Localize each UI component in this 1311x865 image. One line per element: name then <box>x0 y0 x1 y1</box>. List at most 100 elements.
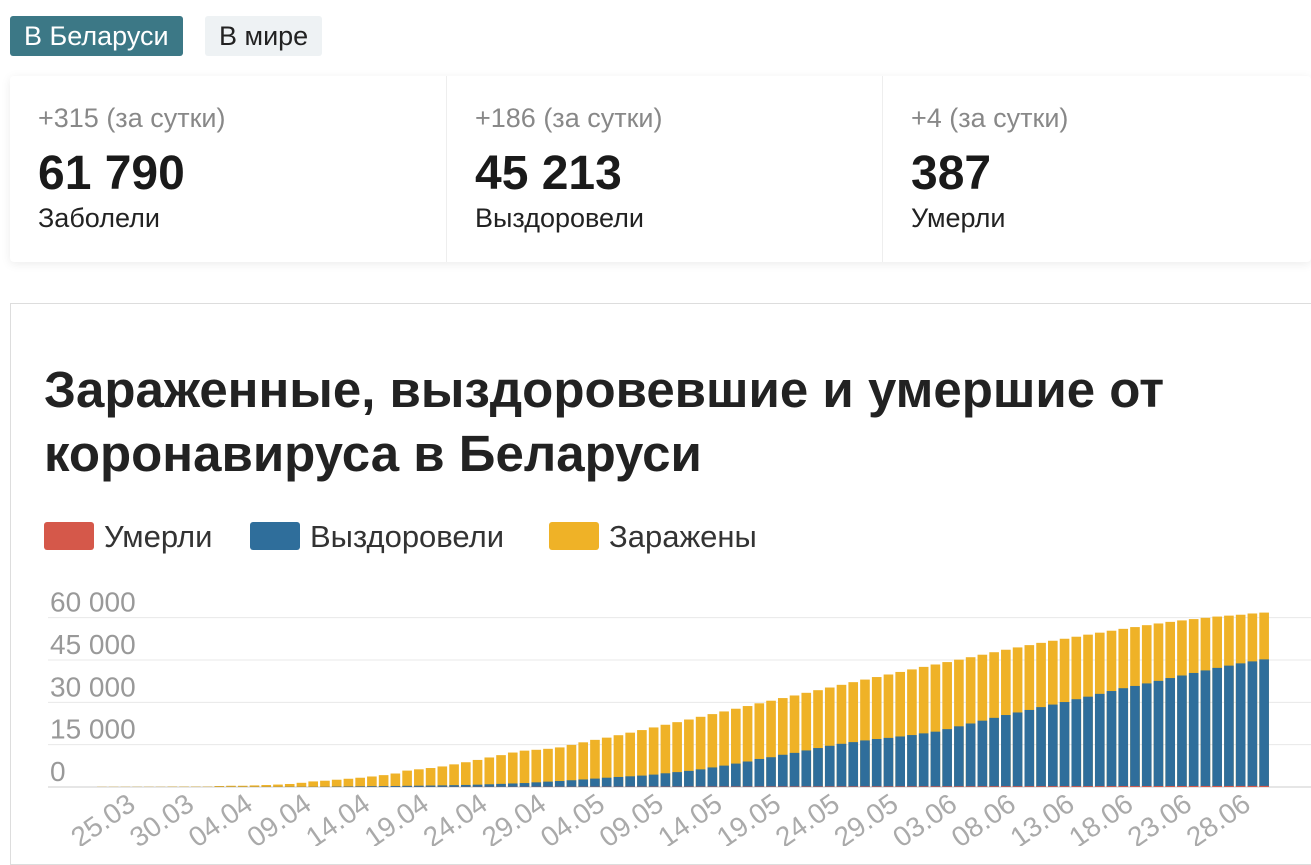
bar <box>273 785 283 787</box>
x-tick-label: 23.06 <box>1122 788 1197 846</box>
bar <box>1013 712 1023 787</box>
legend-swatch <box>250 522 300 550</box>
bar <box>825 746 835 787</box>
bar <box>285 784 295 787</box>
bar <box>1107 691 1117 787</box>
bar <box>226 786 236 787</box>
bar <box>1095 786 1105 787</box>
bar <box>884 738 894 787</box>
x-tick-label: 19.05 <box>711 788 786 846</box>
bar <box>1083 697 1093 787</box>
bar <box>461 785 471 787</box>
bar <box>308 781 318 787</box>
bar <box>860 786 870 787</box>
bar <box>402 771 412 787</box>
bar <box>872 739 882 787</box>
bar <box>473 785 483 787</box>
bar <box>461 762 471 787</box>
bar <box>520 751 530 787</box>
x-tick-label: 14.05 <box>652 788 727 846</box>
bar <box>1036 707 1046 787</box>
bar <box>1025 786 1035 787</box>
bar <box>1060 702 1070 787</box>
bar <box>320 781 330 787</box>
bar <box>438 766 448 787</box>
bar <box>1259 786 1269 787</box>
x-tick-label: 30.03 <box>124 788 199 846</box>
bar <box>837 786 847 787</box>
bar <box>1224 786 1234 787</box>
bar <box>1130 786 1140 787</box>
bar <box>790 786 800 787</box>
bar <box>766 757 776 787</box>
bar <box>567 780 577 787</box>
x-tick-label: 29.04 <box>476 788 551 846</box>
x-tick-label: 09.05 <box>594 788 669 846</box>
bar <box>1071 786 1081 787</box>
bar <box>931 732 941 787</box>
x-tick-label: 04.04 <box>183 788 258 846</box>
bar <box>684 771 694 787</box>
bar <box>602 778 612 787</box>
bar <box>367 776 377 787</box>
bar <box>708 767 718 787</box>
bar <box>813 786 823 787</box>
bar <box>1107 786 1117 787</box>
bar <box>496 784 506 787</box>
bar <box>978 721 988 787</box>
x-tick-label: 24.04 <box>418 788 493 846</box>
bar <box>578 779 588 787</box>
bar <box>508 783 518 787</box>
bar <box>1212 786 1222 787</box>
bar <box>520 783 530 787</box>
bar <box>379 786 389 787</box>
bar <box>344 786 354 787</box>
x-tick-label: 25.03 <box>65 788 140 846</box>
bar <box>942 729 952 787</box>
bar <box>978 786 988 787</box>
bar <box>731 764 741 787</box>
x-tick-label: 03.06 <box>887 788 962 846</box>
bar <box>402 786 412 787</box>
bar <box>214 786 224 787</box>
legend-label: Заражены <box>609 519 757 554</box>
bar <box>954 726 964 787</box>
bar <box>1189 673 1199 787</box>
bar <box>1083 786 1093 787</box>
x-tick-label: 29.05 <box>828 788 903 846</box>
x-tick-label: 09.04 <box>241 788 316 846</box>
bar <box>1212 668 1222 787</box>
x-tick-label: 28.06 <box>1181 788 1256 846</box>
bar <box>848 786 858 787</box>
bar <box>261 785 271 787</box>
bar <box>1118 688 1128 787</box>
bar <box>931 786 941 787</box>
bar <box>649 775 659 787</box>
bar <box>966 786 976 787</box>
bar <box>250 785 260 787</box>
bar <box>484 757 494 787</box>
bar <box>1142 683 1152 787</box>
bar <box>778 755 788 787</box>
bar <box>696 769 706 787</box>
bar <box>872 786 882 787</box>
bar <box>426 768 436 787</box>
bar <box>966 723 976 787</box>
bar <box>1177 676 1187 787</box>
bar <box>1177 786 1187 787</box>
bar <box>496 755 506 787</box>
bar <box>1224 666 1234 787</box>
page: В Беларуси В мире +315 (за сутки) 61 790… <box>0 0 1311 846</box>
bar <box>391 774 401 787</box>
bar <box>813 748 823 787</box>
bar <box>754 759 764 787</box>
bar <box>238 786 248 787</box>
bar <box>1165 678 1175 787</box>
bar <box>414 769 424 787</box>
legend-label: Умерли <box>104 519 212 554</box>
y-tick-label: 60 000 <box>50 587 136 618</box>
bar <box>848 742 858 787</box>
bar <box>332 780 342 787</box>
y-tick-label: 45 000 <box>50 629 136 660</box>
